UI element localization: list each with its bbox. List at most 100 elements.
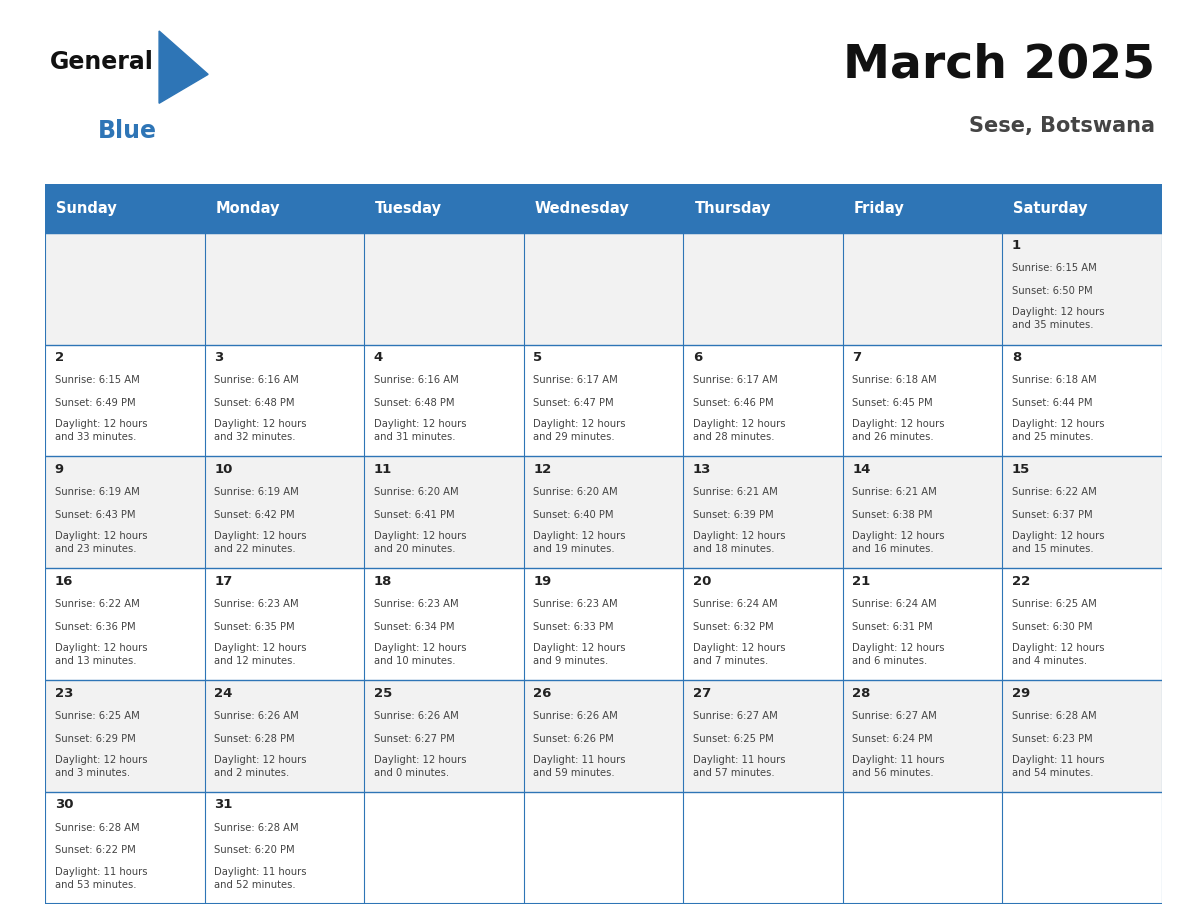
Bar	[365, 568, 524, 680]
Text: Sunrise: 6:25 AM: Sunrise: 6:25 AM	[1012, 599, 1097, 610]
Text: 11: 11	[374, 463, 392, 476]
Text: Daylight: 12 hours
and 25 minutes.: Daylight: 12 hours and 25 minutes.	[1012, 419, 1105, 442]
Bar	[683, 184, 842, 232]
Text: Sunset: 6:42 PM: Sunset: 6:42 PM	[214, 509, 295, 520]
Text: Sunset: 6:40 PM: Sunset: 6:40 PM	[533, 509, 614, 520]
Text: 8: 8	[1012, 351, 1022, 364]
Text: Sunset: 6:35 PM: Sunset: 6:35 PM	[214, 621, 295, 632]
Text: Sunrise: 6:20 AM: Sunrise: 6:20 AM	[533, 487, 618, 498]
Bar	[204, 184, 365, 232]
Text: Daylight: 12 hours
and 4 minutes.: Daylight: 12 hours and 4 minutes.	[1012, 643, 1105, 666]
Text: 24: 24	[214, 687, 233, 700]
Text: Daylight: 11 hours
and 56 minutes.: Daylight: 11 hours and 56 minutes.	[852, 755, 944, 778]
Text: Sunrise: 6:19 AM: Sunrise: 6:19 AM	[55, 487, 139, 498]
Bar	[524, 232, 683, 344]
Bar	[842, 456, 1003, 568]
Text: Sunset: 6:26 PM: Sunset: 6:26 PM	[533, 733, 614, 744]
Bar	[1003, 232, 1162, 344]
Text: Sunrise: 6:22 AM: Sunrise: 6:22 AM	[55, 599, 139, 610]
Text: Sunset: 6:28 PM: Sunset: 6:28 PM	[214, 733, 295, 744]
Text: Sunrise: 6:22 AM: Sunrise: 6:22 AM	[1012, 487, 1097, 498]
Text: Sunset: 6:41 PM: Sunset: 6:41 PM	[374, 509, 454, 520]
Text: Daylight: 12 hours
and 23 minutes.: Daylight: 12 hours and 23 minutes.	[55, 531, 147, 554]
Text: 28: 28	[852, 687, 871, 700]
Text: Sunrise: 6:23 AM: Sunrise: 6:23 AM	[374, 599, 459, 610]
Text: Sunrise: 6:17 AM: Sunrise: 6:17 AM	[533, 375, 618, 386]
Bar	[45, 184, 204, 232]
Text: Sunset: 6:33 PM: Sunset: 6:33 PM	[533, 621, 614, 632]
Text: Sunrise: 6:24 AM: Sunrise: 6:24 AM	[693, 599, 777, 610]
Text: March 2025: March 2025	[843, 42, 1155, 87]
Text: Daylight: 12 hours
and 19 minutes.: Daylight: 12 hours and 19 minutes.	[533, 531, 626, 554]
Bar	[204, 792, 365, 904]
Text: 30: 30	[55, 799, 74, 812]
Text: Sunset: 6:25 PM: Sunset: 6:25 PM	[693, 733, 773, 744]
Text: 10: 10	[214, 463, 233, 476]
Text: Sunday: Sunday	[56, 201, 118, 216]
Text: 21: 21	[852, 575, 871, 588]
Text: 20: 20	[693, 575, 712, 588]
Text: 3: 3	[214, 351, 223, 364]
Text: Sunrise: 6:18 AM: Sunrise: 6:18 AM	[852, 375, 937, 386]
Text: Sunrise: 6:16 AM: Sunrise: 6:16 AM	[214, 375, 299, 386]
Bar	[524, 456, 683, 568]
Text: 6: 6	[693, 351, 702, 364]
Text: Sunrise: 6:23 AM: Sunrise: 6:23 AM	[214, 599, 299, 610]
Text: Daylight: 12 hours
and 29 minutes.: Daylight: 12 hours and 29 minutes.	[533, 419, 626, 442]
Text: 31: 31	[214, 799, 233, 812]
Text: Sunset: 6:24 PM: Sunset: 6:24 PM	[852, 733, 933, 744]
Text: Sunset: 6:22 PM: Sunset: 6:22 PM	[55, 845, 135, 856]
Bar	[45, 680, 204, 792]
Bar	[45, 344, 204, 456]
Text: Daylight: 12 hours
and 9 minutes.: Daylight: 12 hours and 9 minutes.	[533, 643, 626, 666]
Text: 12: 12	[533, 463, 551, 476]
Text: 16: 16	[55, 575, 74, 588]
Bar	[1003, 456, 1162, 568]
Text: Sunset: 6:32 PM: Sunset: 6:32 PM	[693, 621, 773, 632]
Text: 1: 1	[1012, 239, 1020, 252]
Text: Sunset: 6:43 PM: Sunset: 6:43 PM	[55, 509, 135, 520]
Bar	[45, 792, 204, 904]
Text: Sunset: 6:37 PM: Sunset: 6:37 PM	[1012, 509, 1093, 520]
Text: Daylight: 12 hours
and 13 minutes.: Daylight: 12 hours and 13 minutes.	[55, 643, 147, 666]
Bar	[842, 568, 1003, 680]
Bar	[45, 232, 204, 344]
Bar	[204, 344, 365, 456]
Text: Tuesday: Tuesday	[375, 201, 442, 216]
Bar	[842, 184, 1003, 232]
Text: Daylight: 12 hours
and 0 minutes.: Daylight: 12 hours and 0 minutes.	[374, 755, 466, 778]
Text: Sunrise: 6:25 AM: Sunrise: 6:25 AM	[55, 711, 139, 722]
Text: 17: 17	[214, 575, 233, 588]
Text: 19: 19	[533, 575, 551, 588]
Bar	[365, 232, 524, 344]
Polygon shape	[159, 31, 208, 103]
Text: Daylight: 12 hours
and 33 minutes.: Daylight: 12 hours and 33 minutes.	[55, 419, 147, 442]
Text: Sunset: 6:29 PM: Sunset: 6:29 PM	[55, 733, 135, 744]
Text: Daylight: 11 hours
and 53 minutes.: Daylight: 11 hours and 53 minutes.	[55, 867, 147, 890]
Text: Daylight: 12 hours
and 22 minutes.: Daylight: 12 hours and 22 minutes.	[214, 531, 307, 554]
Bar	[204, 232, 365, 344]
Bar	[524, 184, 683, 232]
Text: Sunset: 6:45 PM: Sunset: 6:45 PM	[852, 397, 933, 408]
Text: 26: 26	[533, 687, 551, 700]
Bar	[683, 232, 842, 344]
Bar	[683, 568, 842, 680]
Text: Sunset: 6:44 PM: Sunset: 6:44 PM	[1012, 397, 1093, 408]
Text: Sunset: 6:48 PM: Sunset: 6:48 PM	[374, 397, 454, 408]
Text: 15: 15	[1012, 463, 1030, 476]
Text: 5: 5	[533, 351, 543, 364]
Bar	[842, 344, 1003, 456]
Text: Sunrise: 6:19 AM: Sunrise: 6:19 AM	[214, 487, 299, 498]
Text: Sunset: 6:38 PM: Sunset: 6:38 PM	[852, 509, 933, 520]
Text: Sunset: 6:50 PM: Sunset: 6:50 PM	[1012, 285, 1093, 296]
Text: Sunset: 6:46 PM: Sunset: 6:46 PM	[693, 397, 773, 408]
Text: Sunset: 6:47 PM: Sunset: 6:47 PM	[533, 397, 614, 408]
Text: 9: 9	[55, 463, 64, 476]
Text: 25: 25	[374, 687, 392, 700]
Text: Daylight: 12 hours
and 26 minutes.: Daylight: 12 hours and 26 minutes.	[852, 419, 944, 442]
Text: Daylight: 12 hours
and 28 minutes.: Daylight: 12 hours and 28 minutes.	[693, 419, 785, 442]
Text: Sunset: 6:49 PM: Sunset: 6:49 PM	[55, 397, 135, 408]
Text: 18: 18	[374, 575, 392, 588]
Bar	[1003, 792, 1162, 904]
Bar	[45, 456, 204, 568]
